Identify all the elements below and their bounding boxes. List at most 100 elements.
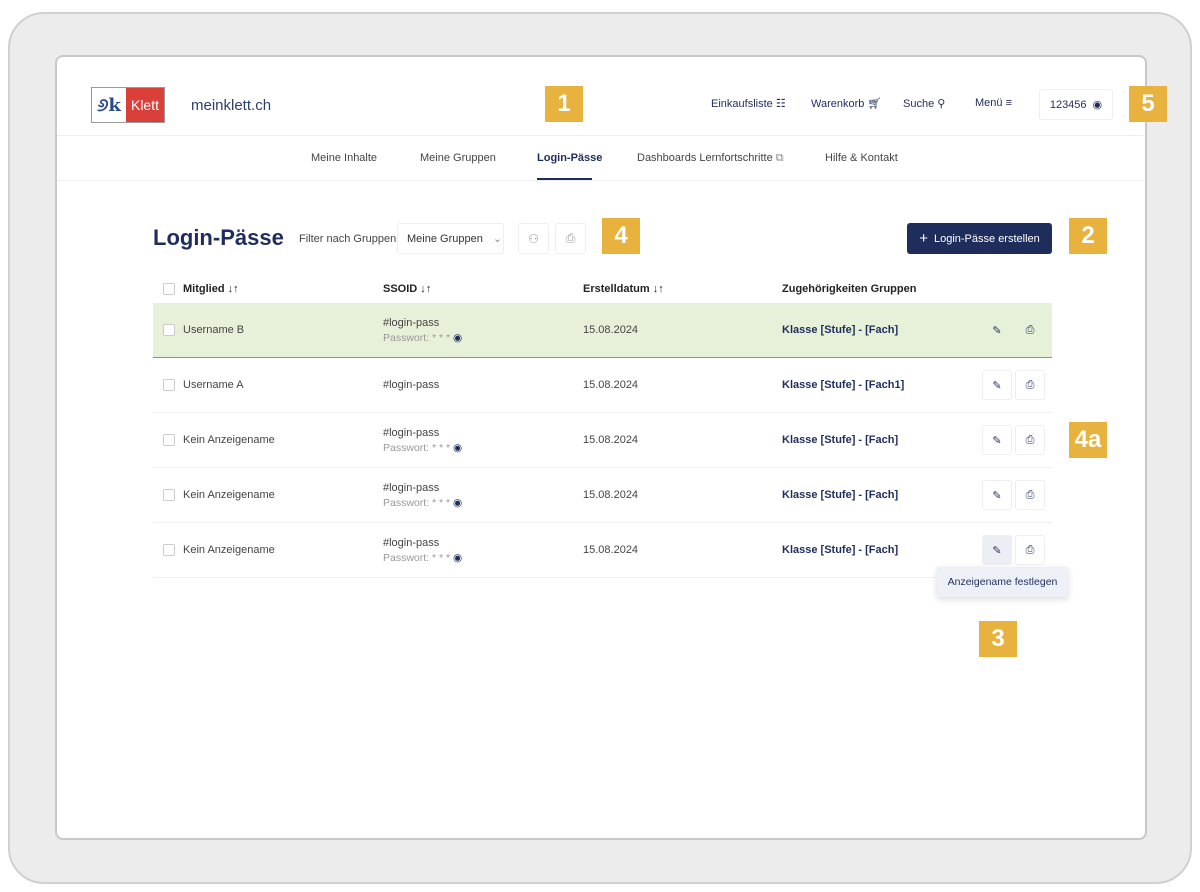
tooltip: Anzeigename festlegen [937, 567, 1068, 597]
list-icon: ☷ [775, 98, 786, 110]
print-button[interactable]: ⎙ [1015, 480, 1045, 510]
account-button[interactable]: 123456 ◉ [1039, 89, 1113, 120]
table-row[interactable]: Kein Anzeigename #login-pass Passwort: *… [153, 468, 1052, 523]
tab-meine-gruppen[interactable]: Meine Gruppen [420, 152, 496, 164]
edit-name-button[interactable]: ✎ [982, 535, 1012, 565]
printer-icon: ⎙ [565, 231, 576, 245]
created-date: 15.08.2024 [583, 489, 639, 501]
table-row[interactable]: Kein Anzeigename #login-pass Passwort: *… [153, 523, 1052, 578]
divider [57, 135, 1145, 136]
menu-link[interactable]: Menü ≡ [975, 97, 1013, 109]
annotation-4: 4 [602, 218, 640, 254]
password-hidden: Passwort: * * * ◉ [383, 442, 463, 454]
edit-name-button[interactable]: ✎ [982, 480, 1012, 510]
tab-dashboards[interactable]: Dashboards Lernfortschritte ⧉ [637, 152, 784, 164]
member-name: Username B [183, 324, 245, 336]
active-tab-indicator [537, 178, 592, 180]
group-link[interactable]: Klasse [Stufe] - [Fach] [782, 489, 899, 501]
member-name: Username A [183, 379, 244, 391]
chevron-down-icon: ⌄ [492, 233, 503, 245]
ssoid: #login-pass [383, 379, 440, 391]
column-header-ssoid[interactable]: SSOID ↓↑ [383, 283, 432, 295]
ssoid: #login-pass [383, 317, 440, 329]
edit-name-button[interactable]: ✎ [982, 370, 1012, 400]
table-row[interactable]: Kein Anzeigename #login-pass Passwort: *… [153, 413, 1052, 468]
page-title: Login-Pässe [153, 225, 284, 250]
shopping-list-link[interactable]: Einkaufsliste ☷ [711, 98, 786, 110]
sort-icon: ↓↑ [652, 283, 664, 295]
screen: ୬k Klett meinklett.ch Einkaufsliste ☷ War… [55, 55, 1147, 840]
annotation-1: 1 [545, 86, 583, 122]
annotation-2: 2 [1069, 218, 1107, 254]
search-link[interactable]: Suche ⚲ [903, 98, 946, 110]
ssoid: #login-pass [383, 427, 440, 439]
eye-icon[interactable]: ◉ [453, 442, 463, 454]
created-date: 15.08.2024 [583, 434, 639, 446]
printer-icon: ⎙ [1025, 378, 1035, 391]
sort-icon: ↓↑ [227, 283, 239, 295]
printer-icon: ⎙ [1025, 433, 1035, 446]
member-name: Kein Anzeigename [183, 544, 275, 556]
column-header-gruppen: Zugehörigkeiten Gruppen [782, 283, 917, 295]
ssoid: #login-pass [383, 482, 440, 494]
tab-hilfe-kontakt[interactable]: Hilfe & Kontakt [825, 152, 898, 164]
group-link[interactable]: Klasse [Stufe] - [Fach1] [782, 379, 905, 391]
table-row[interactable]: Username B #login-pass Passwort: * * * ◉… [153, 303, 1052, 358]
printer-icon: ⎙ [1025, 323, 1035, 336]
tab-meine-inhalte[interactable]: Meine Inhalte [311, 152, 378, 164]
site-name[interactable]: meinklett.ch [191, 97, 272, 114]
row-checkbox[interactable] [163, 324, 175, 336]
sort-icon: ↓↑ [420, 283, 432, 295]
menu-icon: ≡ [1005, 97, 1013, 109]
print-button[interactable]: ⎙ [1015, 535, 1045, 565]
row-checkbox[interactable] [163, 489, 175, 501]
password-hidden: Passwort: * * * ◉ [383, 552, 463, 564]
cart-icon: 🛒︎ [867, 98, 882, 110]
klett-logo[interactable]: ୬k Klett [91, 87, 165, 123]
table-row[interactable]: Username A #login-pass 15.08.2024 Klasse… [153, 358, 1052, 413]
search-icon: ⚲ [937, 98, 946, 110]
column-header-mitglied[interactable]: Mitglied ↓↑ [183, 283, 239, 295]
edit-icon: ✎ [992, 379, 1002, 392]
group-link[interactable]: Klasse [Stufe] - [Fach] [782, 324, 899, 336]
divider [57, 180, 1145, 181]
row-checkbox[interactable] [163, 379, 175, 391]
created-date: 15.08.2024 [583, 544, 639, 556]
edit-icon: ✎ [992, 489, 1002, 502]
annotation-5: 5 [1129, 86, 1167, 122]
row-checkbox[interactable] [163, 434, 175, 446]
select-all-checkbox[interactable] [163, 283, 175, 295]
plus-icon: + [919, 230, 928, 247]
eye-icon[interactable]: ◉ [453, 552, 463, 564]
print-button[interactable]: ⎙ [1015, 370, 1045, 400]
add-member-button[interactable]: ⚇ [518, 223, 549, 254]
edit-name-button[interactable]: ✎ [982, 315, 1012, 345]
tab-login-paesse[interactable]: Login-Pässe [537, 152, 603, 164]
created-date: 15.08.2024 [583, 324, 639, 336]
group-filter-select[interactable]: Meine Gruppen ⌄ [397, 223, 504, 254]
printer-icon: ⎙ [1025, 543, 1035, 556]
row-checkbox[interactable] [163, 544, 175, 556]
print-all-button[interactable]: ⎙ [555, 223, 586, 254]
group-link[interactable]: Klasse [Stufe] - [Fach] [782, 544, 899, 556]
edit-icon: ✎ [992, 544, 1002, 557]
print-button[interactable]: ⎙ [1015, 425, 1045, 455]
print-button[interactable]: ⎙ [1015, 315, 1045, 345]
external-link-icon: ⧉ [775, 152, 784, 164]
edit-icon: ✎ [992, 324, 1002, 337]
password-hidden: Passwort: * * * ◉ [383, 332, 463, 344]
cart-link[interactable]: Warenkorb 🛒︎ [811, 98, 882, 110]
annotation-3: 3 [979, 621, 1017, 657]
user-plus-icon: ⚇ [528, 231, 539, 246]
column-header-erstelldatum[interactable]: Erstelldatum ↓↑ [583, 283, 664, 295]
member-name: Kein Anzeigename [183, 489, 275, 501]
eye-icon[interactable]: ◉ [453, 332, 463, 344]
group-link[interactable]: Klasse [Stufe] - [Fach] [782, 434, 899, 446]
password-hidden: Passwort: * * * ◉ [383, 497, 463, 509]
annotation-4a: 4a [1069, 422, 1107, 458]
eye-icon[interactable]: ◉ [453, 497, 463, 509]
edit-name-button[interactable]: ✎ [982, 425, 1012, 455]
user-icon: ◉ [1092, 99, 1103, 111]
edit-icon: ✎ [992, 434, 1002, 447]
create-login-pass-button[interactable]: + Login-Pässe erstellen [907, 223, 1052, 254]
